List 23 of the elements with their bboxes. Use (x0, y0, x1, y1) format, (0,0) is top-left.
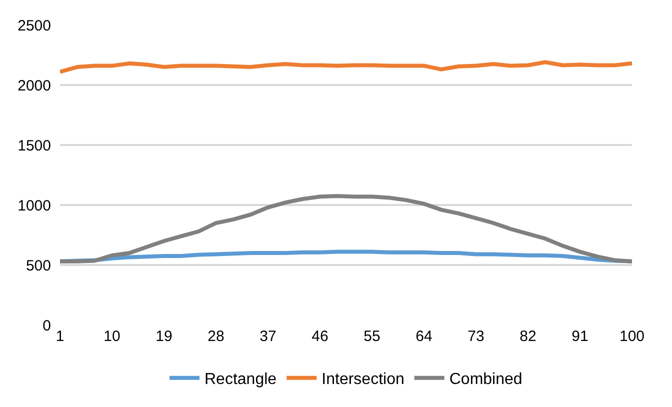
x-tick-label: 46 (312, 328, 328, 345)
y-tick-label: 1500 (18, 137, 51, 154)
x-tick-label: 10 (104, 328, 120, 345)
x-tick-label: 55 (364, 328, 380, 345)
y-tick-label: 0 (42, 317, 51, 334)
y-tick-label: 2500 (18, 17, 51, 34)
legend-label: Intersection (322, 371, 404, 388)
y-tick-label: 1000 (18, 197, 51, 214)
x-tick-label: 64 (416, 328, 432, 345)
x-tick-label: 100 (619, 328, 645, 345)
legend-label: Combined (449, 371, 522, 388)
line-series (60, 60, 632, 74)
x-tick-label: 73 (468, 328, 484, 345)
line-series (60, 194, 632, 264)
x-tick-label: 28 (208, 328, 224, 345)
x-tick-label: 82 (520, 328, 536, 345)
y-tick-label: 500 (26, 257, 51, 274)
y-tick-label: 2000 (18, 77, 51, 94)
legend-label: Rectangle (204, 371, 277, 388)
x-tick-label: 19 (156, 328, 172, 345)
x-tick-label: 91 (572, 328, 588, 345)
x-tick-label: 37 (260, 328, 276, 345)
x-tick-label: 1 (56, 328, 64, 345)
